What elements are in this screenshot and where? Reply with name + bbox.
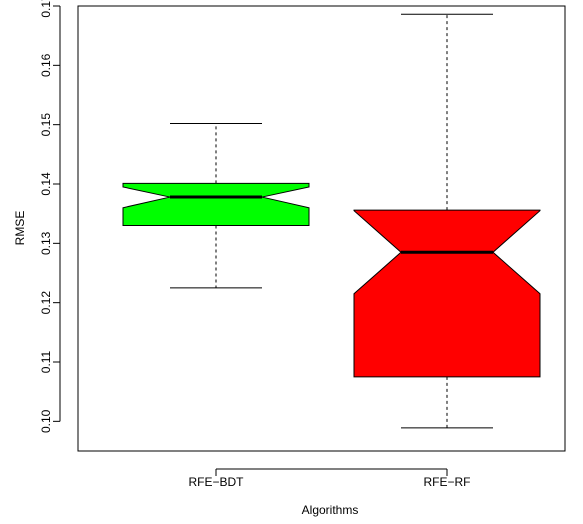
y-tick-label: 0.10 bbox=[39, 409, 53, 433]
box-group bbox=[122, 13, 541, 429]
y-tick-label: 0.16 bbox=[39, 53, 53, 77]
x-axis: RFE−BDT RFE−RF bbox=[188, 468, 471, 489]
y-axis: 0.10 0.11 0.12 0.13 0.14 0.15 0.16 0.17 bbox=[39, 0, 61, 433]
y-tick-label: 0.12 bbox=[39, 291, 53, 315]
box-body bbox=[122, 182, 310, 227]
x-tick-label: RFE−RF bbox=[423, 475, 470, 489]
y-tick-label: 0.17 bbox=[39, 0, 53, 18]
y-tick-label: 0.11 bbox=[39, 350, 53, 373]
y-axis-label: RMSE bbox=[13, 211, 27, 246]
plot-frame bbox=[77, 5, 566, 452]
x-tick-label: RFE−BDT bbox=[188, 475, 244, 489]
y-tick-label: 0.14 bbox=[39, 172, 53, 196]
y-tick-label: 0.15 bbox=[39, 113, 53, 137]
y-tick-label: 0.13 bbox=[39, 231, 53, 255]
box-body bbox=[353, 209, 541, 378]
x-axis-label: Algorithms bbox=[302, 503, 359, 517]
